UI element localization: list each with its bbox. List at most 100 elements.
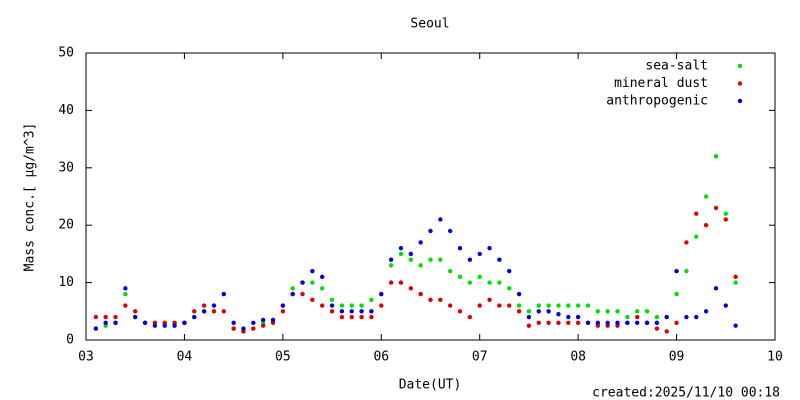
data-point xyxy=(339,309,345,314)
data-point xyxy=(457,309,463,314)
data-point xyxy=(398,245,404,251)
data-point xyxy=(438,257,443,262)
y-tick-label: 0 xyxy=(66,333,74,348)
data-point xyxy=(635,314,640,320)
data-point xyxy=(684,240,689,245)
data-point xyxy=(664,329,669,334)
data-point xyxy=(428,297,433,303)
data-point xyxy=(585,303,591,308)
data-point xyxy=(625,320,630,325)
data-point xyxy=(329,303,335,308)
data-point xyxy=(123,286,128,291)
data-point xyxy=(467,280,473,285)
data-point xyxy=(251,320,256,325)
data-point xyxy=(192,309,197,314)
data-point xyxy=(408,257,414,262)
data-point xyxy=(664,314,669,320)
data-point xyxy=(428,257,433,262)
x-tick-label: 05 xyxy=(275,350,291,365)
data-point xyxy=(320,286,325,291)
data-point xyxy=(221,309,226,314)
data-point xyxy=(113,320,118,325)
data-point xyxy=(339,303,345,308)
footer: created:2025/11/10 00:18 xyxy=(592,386,780,400)
data-point xyxy=(526,309,532,314)
data-point xyxy=(566,303,571,308)
data-point xyxy=(349,309,354,314)
y-tick-label: 50 xyxy=(58,46,74,61)
data-point xyxy=(635,309,640,314)
data-point xyxy=(280,303,286,308)
data-point xyxy=(359,309,364,314)
data-point xyxy=(644,309,650,314)
data-point xyxy=(684,268,689,274)
data-point xyxy=(507,286,512,291)
data-point xyxy=(487,297,492,303)
data-point xyxy=(703,194,709,199)
data-point xyxy=(595,320,601,325)
data-point xyxy=(251,326,256,331)
data-point xyxy=(260,323,266,328)
x-tick-label: 03 xyxy=(78,350,94,365)
data-point xyxy=(674,320,679,325)
data-point xyxy=(428,228,433,234)
data-point xyxy=(280,309,286,314)
data-point xyxy=(605,309,610,314)
data-point xyxy=(566,314,571,320)
data-point xyxy=(398,280,404,285)
data-point xyxy=(703,309,709,314)
legend-marker xyxy=(737,98,743,104)
data-point xyxy=(694,211,699,216)
data-point xyxy=(684,314,689,320)
data-point xyxy=(654,314,660,320)
data-point xyxy=(457,274,463,280)
data-point xyxy=(438,297,443,303)
x-tick-label: 08 xyxy=(570,350,586,365)
data-point xyxy=(379,303,384,308)
data-point xyxy=(575,314,581,320)
data-point xyxy=(644,320,650,325)
data-point xyxy=(211,309,217,314)
data-point xyxy=(388,263,394,268)
data-point xyxy=(733,323,738,328)
data-point xyxy=(654,326,660,331)
data-point xyxy=(231,320,236,325)
data-point xyxy=(339,314,345,320)
x-tick-label: 10 xyxy=(767,350,783,365)
data-point xyxy=(585,320,591,325)
data-point xyxy=(556,311,561,317)
data-point xyxy=(408,286,414,291)
data-point xyxy=(546,309,551,314)
data-point xyxy=(447,228,453,234)
data-point xyxy=(123,291,128,297)
data-point xyxy=(556,303,561,308)
data-point xyxy=(447,268,453,274)
data-point xyxy=(487,245,492,251)
data-point xyxy=(438,217,443,222)
data-point xyxy=(703,223,709,228)
data-point xyxy=(388,280,394,285)
data-point xyxy=(290,291,295,297)
data-point xyxy=(694,314,699,320)
data-point xyxy=(467,314,473,320)
data-point xyxy=(674,291,679,297)
data-point xyxy=(369,297,374,303)
data-point xyxy=(369,314,374,320)
data-point xyxy=(546,320,551,325)
legend-marker xyxy=(737,63,743,69)
data-point xyxy=(536,309,541,314)
data-point xyxy=(477,274,482,280)
data-point xyxy=(162,323,167,328)
data-point xyxy=(713,286,719,291)
data-point xyxy=(398,251,404,257)
data-point xyxy=(182,320,187,325)
data-point xyxy=(133,314,138,320)
data-point xyxy=(93,314,99,320)
data-point xyxy=(418,240,423,245)
data-point xyxy=(231,326,236,331)
data-point xyxy=(349,314,354,320)
legend-marker xyxy=(737,81,743,86)
data-point xyxy=(192,314,197,320)
data-point xyxy=(487,280,492,285)
